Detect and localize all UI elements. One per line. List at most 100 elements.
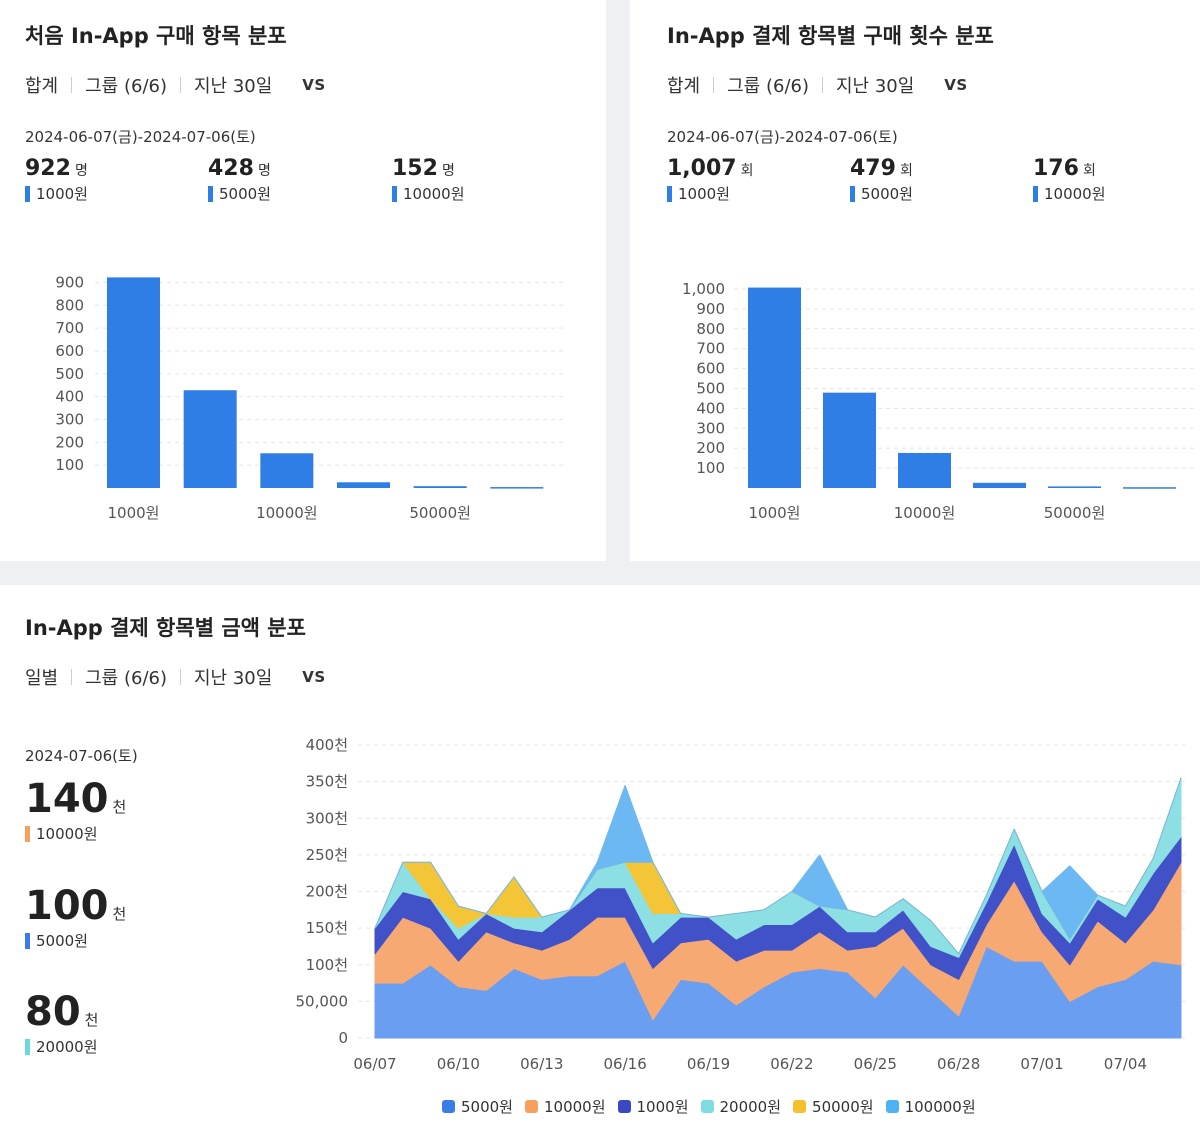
legend-swatch: [700, 1100, 714, 1113]
stat-item: 176 회 10000원: [1033, 156, 1106, 204]
series-swatch: [667, 185, 672, 202]
x-tick-label: 06/07: [353, 1055, 396, 1073]
legend-item[interactable]: 100000원: [885, 1096, 976, 1117]
legend-swatch: [885, 1100, 899, 1113]
x-tick-label: 50000원: [1044, 504, 1106, 522]
y-tick-label: 400: [55, 388, 84, 406]
y-tick-label: 800: [55, 296, 84, 314]
x-tick-label: 1000원: [108, 504, 160, 522]
legend-item[interactable]: 1000원: [617, 1096, 689, 1117]
bar: [1048, 486, 1101, 488]
x-tick-label: 06/16: [604, 1055, 647, 1073]
y-tick-label: 700: [696, 340, 725, 358]
chart-legend: 5000원 10000원 1000원 20000원 50000원 100000원: [442, 1096, 988, 1117]
series-swatch: [850, 185, 855, 202]
y-tick-label: 400: [696, 399, 725, 417]
aggregate-filter[interactable]: 합계: [25, 76, 59, 97]
y-tick-label: 150천: [306, 919, 348, 937]
legend-label: 5000원: [461, 1098, 513, 1116]
vs-compare-button[interactable]: VS: [944, 76, 968, 94]
stat-item: 152 명 10000원: [392, 156, 465, 204]
group-filter[interactable]: 그룹 (6/6): [85, 668, 167, 689]
stat-unit: 명: [441, 163, 455, 179]
stat-item: 428 명 5000원: [208, 156, 271, 204]
y-tick-label: 100: [696, 459, 725, 477]
stat-value: 428: [208, 156, 254, 181]
period-filter[interactable]: 지난 30일: [193, 76, 273, 97]
filter-bar: 합계 그룹 (6/6) 지난 30일 VS: [667, 72, 968, 98]
card-title: In-App 결제 항목별 구매 횟수 분포: [667, 24, 994, 48]
y-tick-label: 1,000: [682, 280, 725, 298]
y-tick-label: 350천: [306, 773, 348, 791]
stat-value: 140: [25, 776, 109, 822]
divider: [179, 669, 181, 685]
y-tick-label: 400천: [306, 736, 348, 754]
stat-unit: 회: [899, 163, 913, 179]
stat-unit: 명: [74, 163, 88, 179]
amount-distribution-card: In-App 결제 항목별 금액 분포 일별 그룹 (6/6) 지난 30일 V…: [0, 585, 1200, 1129]
stat-item: 80 천 20000원: [25, 990, 98, 1057]
legend-item[interactable]: 20000원: [700, 1096, 781, 1117]
date-range: 2024-06-07(금)-2024-07-06(토): [25, 128, 256, 146]
stat-label: 10000원: [403, 185, 465, 203]
x-tick-label: 10000원: [256, 504, 318, 522]
y-tick-label: 100천: [306, 956, 348, 974]
legend-swatch: [793, 1100, 807, 1113]
y-tick-label: 900: [55, 273, 84, 291]
purchase-count-card: In-App 결제 항목별 구매 횟수 분포 합계 그룹 (6/6) 지난 30…: [630, 0, 1200, 561]
date-range: 2024-06-07(금)-2024-07-06(토): [667, 128, 898, 146]
bar: [748, 287, 801, 488]
stat-label: 5000원: [219, 185, 271, 203]
bar: [1123, 487, 1176, 489]
legend-label: 1000원: [636, 1098, 689, 1116]
divider: [179, 77, 181, 93]
aggregate-filter[interactable]: 합계: [667, 76, 701, 97]
stat-unit: 회: [1082, 163, 1096, 179]
legend-item[interactable]: 5000원: [442, 1096, 513, 1117]
group-filter[interactable]: 그룹 (6/6): [727, 76, 809, 97]
daily-filter[interactable]: 일별: [25, 668, 59, 689]
vs-compare-button[interactable]: VS: [302, 668, 326, 686]
stat-unit: 천: [112, 905, 127, 923]
y-tick-label: 200: [55, 433, 84, 451]
bar: [337, 482, 390, 488]
x-tick-label: 06/28: [937, 1055, 980, 1073]
legend-item[interactable]: 10000원: [524, 1096, 606, 1117]
x-tick-label: 06/13: [520, 1055, 563, 1073]
x-tick-label: 07/01: [1020, 1055, 1063, 1073]
stat-label: 5000원: [36, 932, 88, 950]
stat-label: 1000원: [36, 185, 88, 203]
stat-unit: 명: [257, 163, 271, 179]
legend-item[interactable]: 50000원: [793, 1096, 874, 1117]
series-swatch: [208, 185, 213, 202]
stat-unit: 회: [740, 163, 754, 179]
period-filter[interactable]: 지난 30일: [193, 668, 273, 689]
legend-label: 10000원: [543, 1098, 606, 1116]
stat-item: 922 명 1000원: [25, 156, 88, 204]
legend-label: 100000원: [904, 1098, 976, 1116]
stat-value: 176: [1033, 156, 1079, 181]
y-tick-label: 500: [696, 379, 725, 397]
bar: [260, 453, 314, 488]
filter-bar: 합계 그룹 (6/6) 지난 30일 VS: [25, 72, 326, 98]
bar: [823, 392, 876, 488]
x-tick-label: 06/22: [770, 1055, 813, 1073]
stat-label: 5000원: [861, 185, 913, 203]
y-tick-label: 300: [696, 419, 725, 437]
group-filter[interactable]: 그룹 (6/6): [85, 76, 167, 97]
stat-unit: 천: [112, 798, 127, 816]
vs-compare-button[interactable]: VS: [302, 76, 326, 94]
stat-label: 10000원: [1044, 185, 1106, 203]
x-tick-label: 06/19: [687, 1055, 730, 1073]
bar: [183, 390, 237, 488]
period-filter[interactable]: 지난 30일: [835, 76, 915, 97]
y-tick-label: 300: [55, 410, 84, 428]
card-title: In-App 결제 항목별 금액 분포: [25, 616, 306, 640]
series-swatch: [25, 1038, 30, 1055]
stat-label: 10000원: [36, 825, 98, 843]
y-tick-label: 300천: [306, 809, 348, 827]
stat-value: 100: [25, 883, 109, 929]
series-swatch: [25, 932, 30, 949]
divider: [713, 77, 715, 93]
x-tick-label: 50000원: [409, 504, 471, 522]
